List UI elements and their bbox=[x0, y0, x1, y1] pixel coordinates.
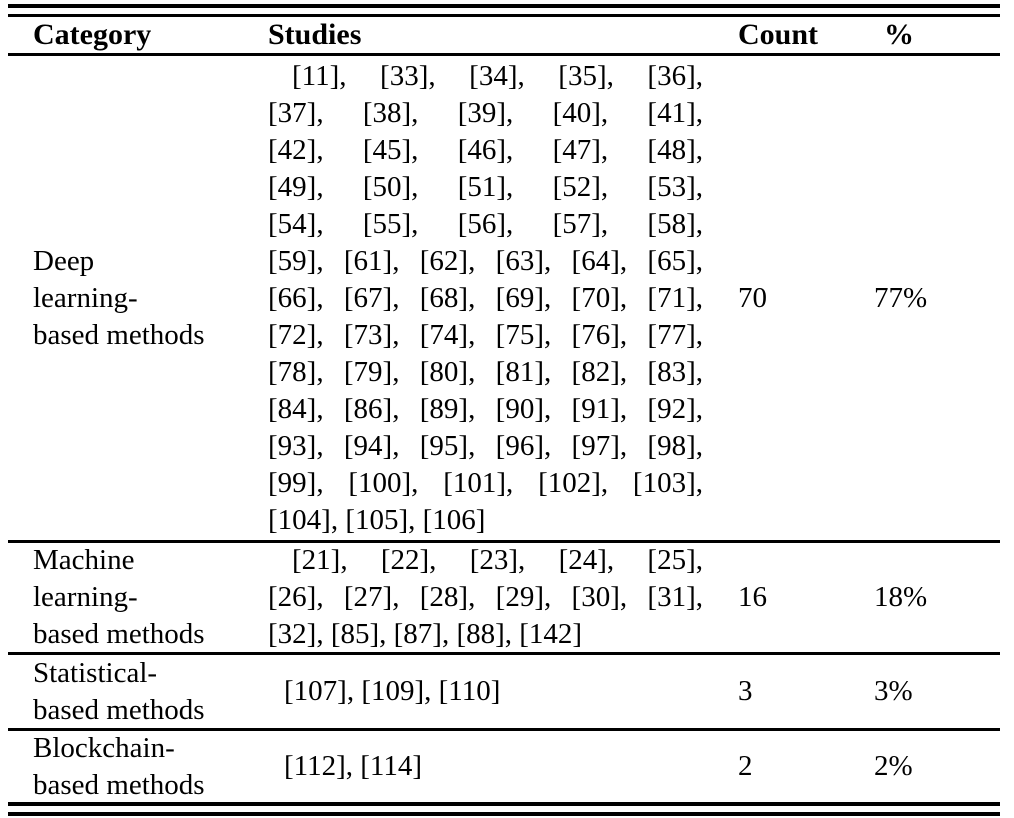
percent-value: 3% bbox=[874, 675, 913, 707]
category-line: Machine bbox=[33, 544, 135, 576]
count-cell: 70 bbox=[738, 57, 818, 540]
studies-line: [49], [50], [51], [52], [53], bbox=[268, 171, 703, 203]
top-rule-outer bbox=[8, 4, 1000, 8]
count-value: 3 bbox=[738, 675, 753, 707]
count-value: 70 bbox=[738, 282, 767, 314]
header-count: Count bbox=[738, 18, 819, 51]
studies-line: [84], [86], [89], [90], [91], [92], bbox=[268, 393, 703, 425]
studies-line: [26], [27], [28], [29], [30], [31], bbox=[268, 581, 703, 613]
count-cell: 16 bbox=[738, 543, 818, 652]
studies-cell: [11], [33], [34], [35], [36], [37], [38]… bbox=[268, 57, 703, 540]
count-cell: 3 bbox=[738, 655, 818, 728]
studies-line: [42], [45], [46], [47], [48], bbox=[268, 134, 703, 166]
studies-cell: [21], [22], [23], [24], [25], [26], [27]… bbox=[268, 543, 703, 652]
row-separator-rule bbox=[8, 540, 1000, 543]
studies-line: [59], [61], [62], [63], [64], [65], bbox=[268, 245, 703, 277]
table-row: Deep learning- based methods [11], [33],… bbox=[0, 57, 1014, 540]
category-line: based methods bbox=[33, 618, 205, 650]
count-value: 16 bbox=[738, 581, 767, 613]
studies-line: [21], [22], [23], [24], [25], bbox=[292, 544, 703, 576]
percent-cell: 18% bbox=[874, 543, 984, 652]
category-line: learning- bbox=[33, 282, 138, 314]
studies-line: [93], [94], [95], [96], [97], [98], bbox=[268, 430, 703, 462]
header-studies: Studies bbox=[268, 18, 362, 51]
header-category: Category bbox=[33, 18, 152, 51]
category-line: Deep bbox=[33, 245, 95, 277]
header-bottom-rule bbox=[8, 53, 1000, 56]
category-line: Blockchain- bbox=[33, 731, 175, 764]
table-row: Blockchain- based methods [112], [114] 2… bbox=[0, 731, 1014, 802]
percent-cell: 2% bbox=[874, 731, 984, 802]
studies-line: [32], [85], [87], [88], [142] bbox=[268, 618, 583, 650]
studies-line: [112], [114] bbox=[284, 750, 422, 782]
percent-cell: 77% bbox=[874, 57, 984, 540]
bottom-rule-outer bbox=[8, 812, 1000, 816]
category-cell: Blockchain- based methods bbox=[33, 731, 261, 802]
top-rule-inner bbox=[8, 14, 1000, 17]
percent-value: 18% bbox=[874, 581, 928, 613]
studies-line: [104], [105], [106] bbox=[268, 504, 486, 536]
studies-line: [99], [100], [101], [102], [103], bbox=[268, 467, 703, 499]
studies-line: [78], [79], [80], [81], [82], [83], bbox=[268, 356, 703, 388]
count-cell: 2 bbox=[738, 731, 818, 802]
count-value: 2 bbox=[738, 750, 753, 782]
category-cell: Machine learning- based methods bbox=[33, 543, 261, 652]
studies-line: [37], [38], [39], [40], [41], bbox=[268, 97, 703, 129]
category-line: learning- bbox=[33, 581, 138, 613]
percent-value: 2% bbox=[874, 750, 913, 782]
studies-line: [54], [55], [56], [57], [58], bbox=[268, 208, 703, 240]
studies-cell: [107], [109], [110] bbox=[268, 655, 703, 728]
category-cell: Statistical- based methods bbox=[33, 655, 261, 728]
category-line: based methods bbox=[33, 693, 205, 726]
category-line: based methods bbox=[33, 319, 205, 351]
bottom-rule-inner bbox=[8, 802, 1000, 806]
studies-cell: [112], [114] bbox=[268, 731, 703, 802]
percent-cell: 3% bbox=[874, 655, 984, 728]
table-row: Machine learning- based methods [21], [2… bbox=[0, 543, 1014, 652]
category-line: based methods bbox=[33, 768, 205, 801]
studies-line: [66], [67], [68], [69], [70], [71], bbox=[268, 282, 703, 314]
table-header-row: Category Studies Count % bbox=[0, 16, 1014, 53]
studies-line: [72], [73], [74], [75], [76], [77], bbox=[268, 319, 703, 351]
percent-value: 77% bbox=[874, 282, 928, 314]
category-line: Statistical- bbox=[33, 656, 158, 689]
table-row: Statistical- based methods [107], [109],… bbox=[0, 655, 1014, 728]
row-separator-rule bbox=[8, 728, 1000, 731]
studies-line: [11], [33], [34], [35], [36], bbox=[292, 60, 703, 92]
header-percent: % bbox=[884, 18, 914, 51]
row-separator-rule bbox=[8, 652, 1000, 655]
studies-line: [107], [109], [110] bbox=[284, 675, 501, 707]
category-cell: Deep learning- based methods bbox=[33, 57, 261, 540]
